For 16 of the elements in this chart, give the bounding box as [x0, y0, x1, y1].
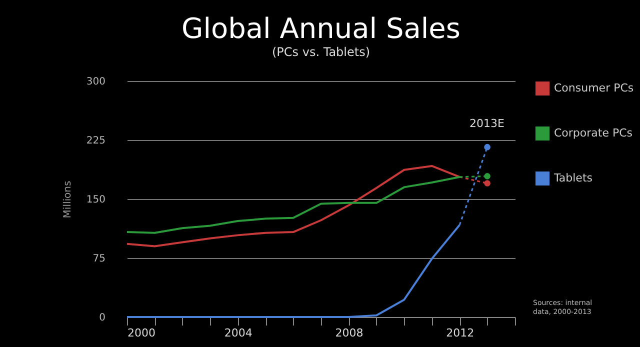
legend-label: Tablets	[553, 172, 593, 184]
chart-title: Global Annual Sales	[182, 12, 460, 45]
annotation: 2013E	[470, 117, 505, 130]
x-tick-label: 2000	[128, 326, 156, 340]
x-tick-label: 2008	[335, 326, 364, 340]
y-axis-title: Millions	[62, 180, 74, 218]
y-tick-label: 0	[99, 312, 106, 324]
y-tick-label: 150	[86, 194, 106, 206]
y-tick-label: 300	[86, 76, 106, 88]
legend-label: Consumer PCs	[554, 82, 634, 94]
x-tick-label: 2012	[446, 326, 474, 340]
y-tick-label: 225	[86, 136, 106, 146]
legend-label: Corporate PCs	[554, 126, 633, 140]
y-tick-label: 75	[92, 254, 106, 264]
chart-subtitle: (PCs vs. Tablets)	[272, 45, 370, 59]
x-tick-label: 2004	[224, 326, 252, 340]
